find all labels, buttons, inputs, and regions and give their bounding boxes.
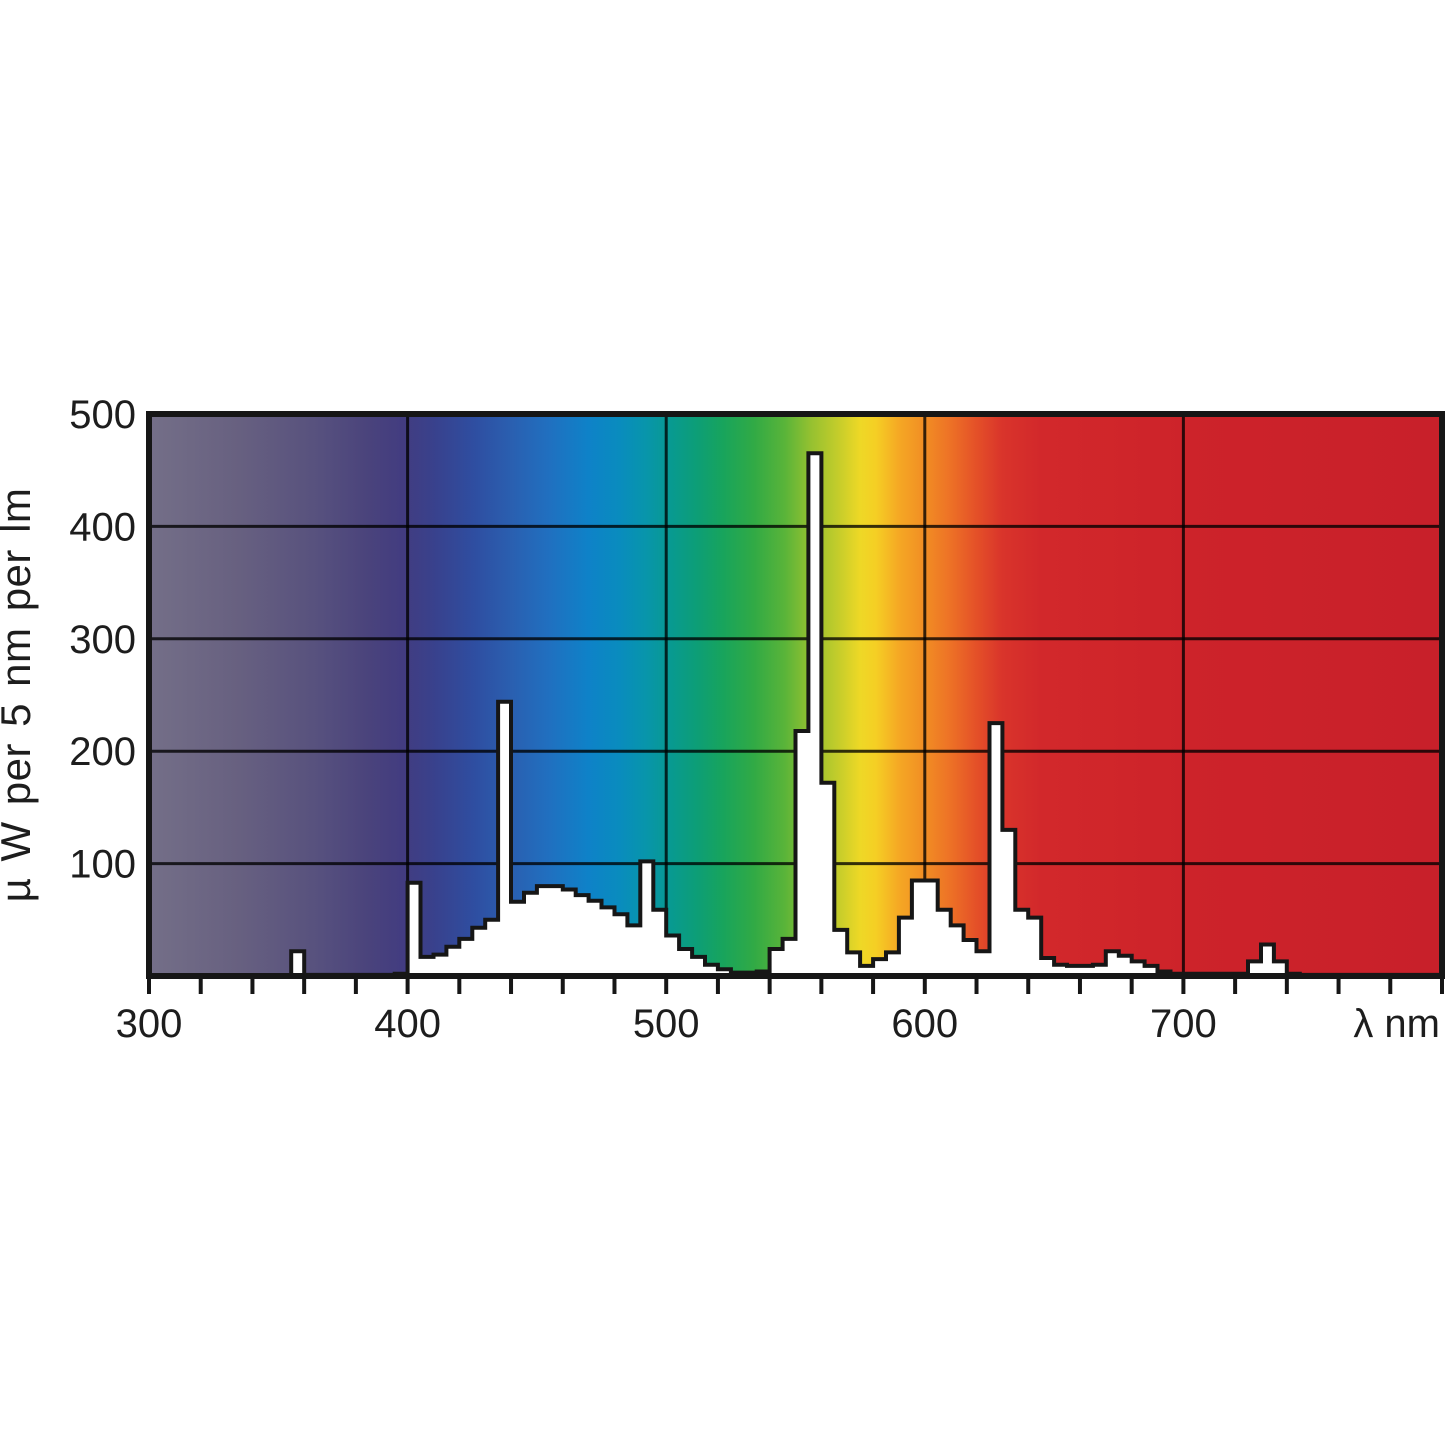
y-tick-label: 300 — [69, 618, 136, 662]
x-tick-label: 700 — [1150, 1002, 1217, 1046]
x-tick-label: 400 — [374, 1002, 441, 1046]
y-tick-label: 500 — [69, 393, 136, 437]
x-tick-label: 300 — [116, 1002, 183, 1046]
y-tick-label: 400 — [69, 505, 136, 549]
plot-border — [146, 411, 1445, 979]
y-tick-label: 200 — [69, 730, 136, 774]
x-tick-label: 600 — [891, 1002, 958, 1046]
x-tick-label: 500 — [633, 1002, 700, 1046]
x-axis-ticks — [147, 979, 1444, 994]
x-axis-unit-label: λ nm — [1353, 1002, 1440, 1046]
y-tick-label: 100 — [69, 843, 136, 887]
y-axis-title: µ W per 5 nm per lm — [0, 488, 39, 903]
